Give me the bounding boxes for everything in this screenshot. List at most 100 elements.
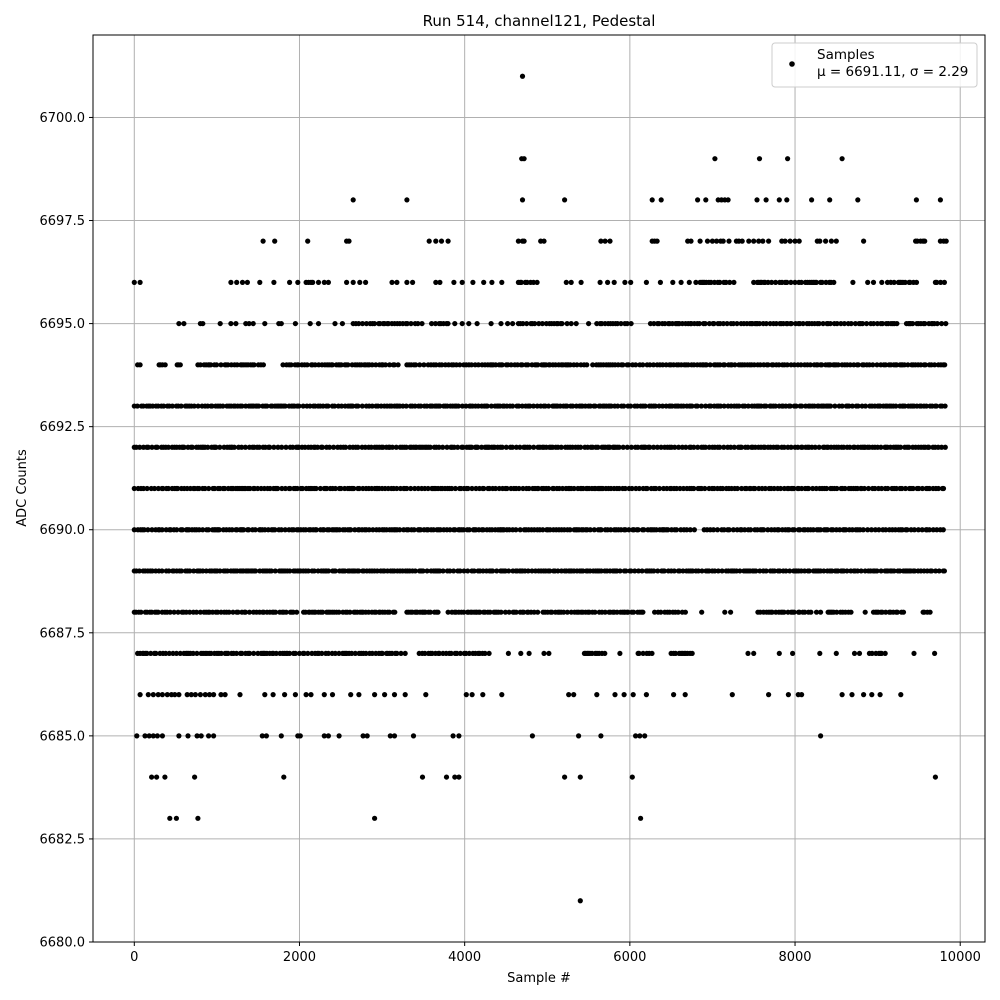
data-point [932,650,938,657]
data-point [270,692,276,698]
data-point [432,320,439,327]
data-point [348,527,354,533]
data-point [164,692,170,698]
data-point [262,320,268,327]
data-point [166,650,172,657]
data-point [577,774,583,780]
data-point [782,238,788,244]
data-point [350,279,356,285]
data-point [647,362,653,368]
data-point [642,403,648,409]
data-point [363,320,370,327]
data-point [818,733,824,739]
data-point [264,403,270,409]
data-point [879,485,885,492]
data-point [466,320,472,327]
data-point [651,320,657,327]
data-point [821,568,827,574]
data-point [287,485,293,492]
data-point [762,485,768,492]
data-point [348,692,354,698]
data-point [229,527,235,533]
data-point [262,692,268,698]
data-point [465,485,471,492]
data-point [695,197,701,203]
data-point [292,650,298,657]
data-point [161,403,167,409]
data-point [571,485,577,492]
data-point [799,692,805,698]
data-point [178,568,184,574]
data-point [131,527,137,533]
data-point [615,403,621,409]
data-point [888,279,894,285]
data-point [282,403,288,409]
data-point [146,733,152,739]
data-point [471,568,477,574]
data-point [742,527,748,533]
data-point [630,692,636,698]
data-point [739,238,745,244]
data-point [440,444,446,450]
data-point [791,527,797,533]
data-point [906,444,912,450]
data-point [197,362,203,368]
data-point [481,279,487,285]
data-point [738,444,745,450]
data-point [421,362,427,368]
data-point [332,485,338,492]
data-point [487,609,493,615]
data-point [527,444,533,450]
data-point [233,320,239,327]
data-point [444,444,450,450]
data-point [763,568,769,574]
data-point [150,733,156,739]
data-point [175,609,181,615]
data-point [259,733,265,739]
data-point [540,527,546,533]
data-point [731,279,737,285]
data-point [195,403,201,409]
data-point [787,568,793,574]
data-point [283,444,289,450]
data-point [211,733,217,739]
data-point [594,692,600,698]
data-point [851,650,858,657]
data-point [371,320,378,327]
data-point [356,568,362,574]
data-point [784,279,790,285]
data-point [745,444,751,450]
data-point [776,650,782,657]
data-point [144,650,150,657]
data-point [351,485,357,492]
data-point [455,403,461,409]
data-point [239,444,245,450]
data-point [870,279,877,285]
data-point [831,279,837,285]
data-point [246,527,252,533]
data-point [682,692,688,698]
data-point [598,733,604,739]
data-point [765,362,771,368]
data-point [305,568,311,574]
data-point [325,403,331,409]
data-point [765,527,771,533]
data-point [541,238,547,244]
data-point [660,403,666,409]
data-point [137,362,143,368]
data-point [469,444,475,450]
data-point [191,568,197,574]
data-point [756,238,762,244]
data-point [165,485,171,492]
data-point [699,609,705,615]
data-point [602,238,608,244]
data-point [425,485,431,492]
data-point [885,485,891,492]
data-point [142,733,148,739]
data-point [640,362,646,368]
data-point [673,650,679,657]
data-point [652,403,659,409]
data-point [134,403,140,409]
data-point [172,692,178,698]
data-point [350,197,356,203]
